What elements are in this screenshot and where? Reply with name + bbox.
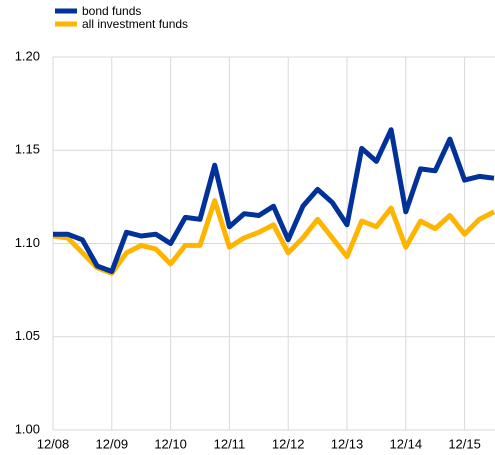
x-tick-label: 12/15: [448, 436, 481, 451]
x-tick-label: 12/12: [272, 436, 305, 451]
x-tick-label: 12/10: [154, 436, 187, 451]
legend-label: all investment funds: [82, 17, 188, 31]
x-tick-label: 12/09: [96, 436, 129, 451]
x-tick-label: 12/08: [37, 436, 70, 451]
y-tick-label: 1.00: [15, 421, 40, 436]
y-tick-label: 1.10: [15, 235, 40, 250]
series-line: [52, 198, 495, 276]
x-tick-label: 12/14: [390, 436, 423, 451]
x-tick-label: 12/11: [214, 436, 246, 451]
y-tick-label: 1.05: [15, 328, 40, 343]
y-tick-label: 1.15: [15, 142, 40, 157]
y-tick-label: 1.20: [15, 48, 40, 63]
x-tick-label: 12/13: [331, 436, 364, 451]
series-line: [53, 127, 495, 274]
legend-label: bond funds: [82, 4, 141, 18]
